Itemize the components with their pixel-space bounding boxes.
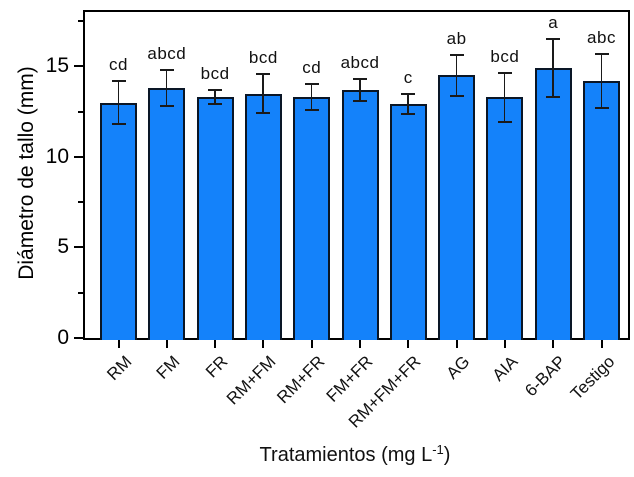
error-bar (262, 73, 264, 114)
error-bar (503, 72, 506, 122)
significance-letter: cd (302, 58, 322, 78)
x-axis-title-superscript: -1 (432, 442, 444, 457)
y-axis-minor-tick (78, 20, 83, 23)
error-bar (117, 80, 120, 125)
error-bar-cap (111, 123, 126, 126)
x-axis-tick (214, 340, 217, 348)
significance-letter: c (403, 68, 413, 88)
x-axis-tick (407, 340, 410, 348)
x-axis-tick (552, 340, 555, 348)
significance-letter: abcd (340, 53, 380, 72)
error-bar-cap (594, 52, 609, 55)
error-bar-cap (208, 88, 223, 91)
error-bar (552, 39, 554, 98)
y-axis-major-tick (74, 337, 83, 339)
error-bar-cap (401, 93, 416, 96)
significance-letter: bcd (248, 47, 278, 67)
error-bar (165, 69, 168, 107)
x-axis-tick (359, 340, 361, 348)
significance-letter: abc (587, 27, 616, 47)
error-bar-cap (159, 68, 174, 71)
x-axis-title-close-paren: ) (443, 444, 451, 466)
error-bar-cap (208, 103, 223, 106)
bar (583, 80, 620, 340)
error-bar-cap (594, 106, 609, 109)
y-axis-major-tick (74, 65, 83, 68)
bar (341, 89, 379, 340)
significance-letter: bcd (200, 63, 230, 83)
significance-letter: abcd (147, 43, 187, 63)
y-axis-major-tick (74, 155, 83, 158)
y-axis-major-tick (74, 246, 83, 249)
error-bar (310, 84, 313, 110)
significance-letter: ab (446, 28, 467, 48)
error-bar (359, 79, 361, 101)
bar (534, 68, 572, 340)
x-axis-tick (117, 340, 120, 348)
bar (438, 75, 476, 340)
x-axis-tick (503, 340, 506, 348)
error-bar-cap (546, 96, 561, 99)
bar (148, 88, 186, 340)
x-axis-tick (600, 340, 603, 348)
error-bar-cap (111, 79, 126, 82)
error-bar-cap (497, 71, 512, 74)
y-axis-tick-label: 10 (45, 144, 69, 168)
error-bar-cap (353, 78, 367, 80)
y-axis-minor-tick (78, 201, 83, 204)
error-bar-cap (546, 38, 561, 41)
x-axis-tick (310, 340, 313, 348)
x-axis-title: Tratamientos (mg L-1) (259, 442, 451, 467)
bar (486, 97, 524, 340)
error-bar-cap (256, 72, 271, 75)
x-axis-tick (455, 340, 458, 348)
error-bar-cap (449, 95, 464, 98)
error-bar (455, 54, 458, 97)
y-axis-minor-tick (78, 291, 83, 294)
bar (196, 97, 234, 340)
error-bar-cap (401, 113, 416, 116)
significance-letter: a (548, 13, 559, 33)
x-axis-title-text: Tratamientos (mg L (259, 444, 433, 466)
plot-area: 0 5 10 15 cd RM abcd FM bcd FR bcd RM+FM cd RM+FR abcd… (46, 10, 630, 432)
y-axis-tick-label: 0 (57, 326, 69, 349)
error-bar (407, 94, 409, 115)
error-bar-cap (256, 112, 271, 115)
significance-letter: cd (109, 54, 128, 74)
bar (100, 102, 137, 340)
y-axis-tick-label: 5 (57, 235, 69, 259)
bar (244, 93, 282, 340)
significance-letter: bcd (490, 46, 520, 66)
error-bar-cap (304, 108, 319, 111)
y-axis-minor-tick (78, 110, 83, 113)
x-axis-tick (262, 340, 265, 348)
bar (293, 97, 331, 340)
error-bar-cap (449, 53, 464, 56)
y-axis-tick-label: 15 (45, 54, 69, 78)
error-bar-cap (304, 83, 319, 86)
error-bar-cap (497, 120, 512, 123)
error-bar (214, 89, 216, 105)
error-bar-cap (159, 105, 174, 108)
bar (389, 104, 427, 340)
x-axis-tick (165, 340, 168, 348)
error-bar (600, 53, 603, 108)
error-bar-cap (353, 99, 367, 102)
